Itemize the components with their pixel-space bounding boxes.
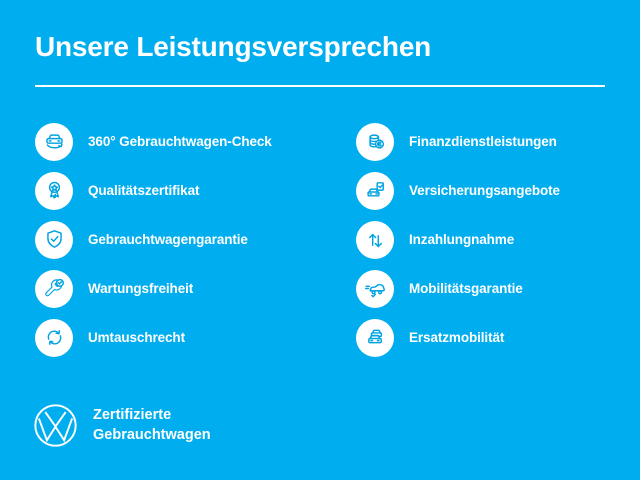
shield-check-icon bbox=[35, 220, 73, 259]
promise-column-right: Finanzdienstleistungen Versicherungsange bbox=[356, 122, 605, 357]
promise-label: 360° Gebrauchtwagen-Check bbox=[88, 134, 272, 150]
promise-item-360-check: 360° Gebrauchtwagen-Check bbox=[35, 122, 356, 161]
car-checklist-icon bbox=[356, 171, 394, 210]
promise-label: Ersatzmobilität bbox=[409, 330, 505, 346]
promise-item-qualitaetszertifikat: Qualitätszertifikat bbox=[35, 171, 356, 210]
promise-item-umtauschrecht: Umtauschrecht bbox=[35, 318, 356, 357]
promise-label: Inzahlungnahme bbox=[409, 232, 515, 248]
promise-label: Umtauschrecht bbox=[88, 330, 185, 346]
two-cars-icon bbox=[356, 318, 394, 357]
page-title: Unsere Leistungsversprechen bbox=[35, 31, 432, 62]
brand-line1: Zertifizierte bbox=[93, 407, 172, 424]
quality-medal-icon bbox=[35, 171, 73, 210]
promise-label: Mobilitätsgarantie bbox=[409, 281, 523, 297]
brand-footer: Zertifizierte Gebrauchtwagen bbox=[32, 402, 211, 449]
promise-label: Versicherungsangebote bbox=[409, 183, 560, 199]
car-360-icon bbox=[35, 122, 73, 161]
promise-grid: 360° Gebrauchtwagen-Check Qualitätszerti… bbox=[35, 122, 605, 357]
coins-euro-icon bbox=[356, 122, 394, 161]
arrows-up-down-icon bbox=[356, 220, 394, 259]
car-speed-check-icon bbox=[356, 269, 394, 308]
promise-label: Qualitätszertifikat bbox=[88, 183, 200, 199]
promise-item-finanzdienstleistungen: Finanzdienstleistungen bbox=[356, 122, 605, 161]
promise-item-versicherungsangebote: Versicherungsangebote bbox=[356, 171, 605, 210]
promise-item-ersatzmobilitaet: Ersatzmobilität bbox=[356, 318, 605, 357]
promise-column-left: 360° Gebrauchtwagen-Check Qualitätszerti… bbox=[35, 122, 356, 357]
brand-line2: Gebrauchtwagen bbox=[93, 426, 211, 443]
promise-item-mobilitaetsgarantie: Mobilitätsgarantie bbox=[356, 269, 605, 308]
promise-label: Gebrauchtwagengarantie bbox=[88, 232, 248, 248]
brand-wordmark: Zertifizierte Gebrauchtwagen bbox=[93, 406, 211, 444]
wrench-check-icon bbox=[35, 269, 73, 308]
title-divider bbox=[35, 84, 605, 87]
vw-logo-icon bbox=[32, 402, 79, 449]
promise-item-wartungsfreiheit: Wartungsfreiheit bbox=[35, 269, 356, 308]
promise-label: Wartungsfreiheit bbox=[88, 281, 194, 297]
promise-label: Finanzdienstleistungen bbox=[409, 134, 557, 150]
promise-item-garantie: Gebrauchtwagengarantie bbox=[35, 220, 356, 259]
promise-item-inzahlungnahme: Inzahlungnahme bbox=[356, 220, 605, 259]
exchange-arrows-icon bbox=[35, 318, 73, 357]
